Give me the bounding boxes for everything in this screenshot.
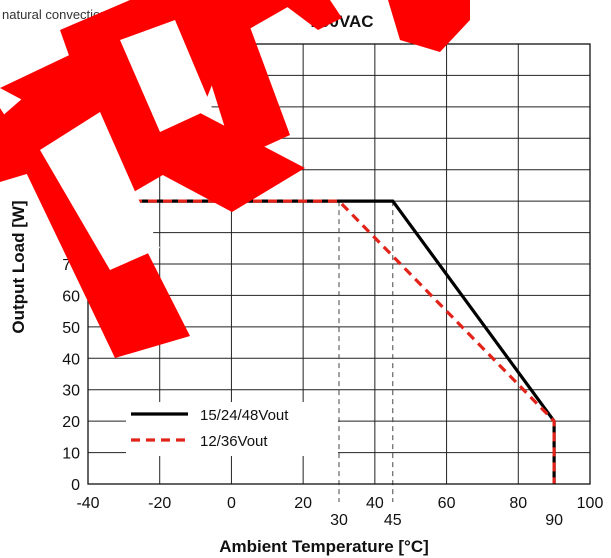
- x-tick-label: 80: [509, 495, 527, 512]
- x-tick-label: -40: [76, 495, 99, 512]
- legend-label: 12/36Vout: [200, 433, 268, 450]
- x-tick-label: 60: [438, 495, 456, 512]
- legend: 15/24/48Vout 12/36Vout: [126, 402, 338, 456]
- y-tick-label: 50: [62, 320, 80, 337]
- watermark-gap: [40, 112, 160, 270]
- x-tick-label: 0: [227, 495, 236, 512]
- x-tick-label: 40: [366, 495, 384, 512]
- x-tick-label: -20: [148, 495, 171, 512]
- x-tick-label-extra: 30: [330, 512, 348, 529]
- y-tick-label: 30: [62, 383, 80, 400]
- y-tick-label: 10: [62, 446, 80, 463]
- watermark-stroke: [0, 108, 40, 182]
- legend-box: [126, 402, 338, 456]
- watermark-stroke: [388, 0, 470, 52]
- watermark-gap: [120, 20, 212, 132]
- x-axis-title: Ambient Temperature [°C]: [219, 537, 429, 556]
- watermark-stroke: [278, 0, 342, 30]
- x-tick-label: 100: [577, 495, 604, 512]
- y-axis-title: Output Load [W]: [9, 200, 28, 333]
- x-tick-label-extra: 90: [545, 512, 563, 529]
- y-tick-label: 60: [62, 288, 80, 305]
- watermark-logo: [0, 0, 470, 358]
- y-tick-label: 40: [62, 351, 80, 368]
- y-tick-label: 20: [62, 414, 80, 431]
- watermark-stroke: [185, 0, 290, 160]
- y-tick-label: 0: [71, 477, 80, 494]
- x-tick-label-extra: 45: [384, 512, 402, 529]
- legend-label: 15/24/48Vout: [200, 407, 289, 424]
- x-tick-label: 20: [294, 495, 312, 512]
